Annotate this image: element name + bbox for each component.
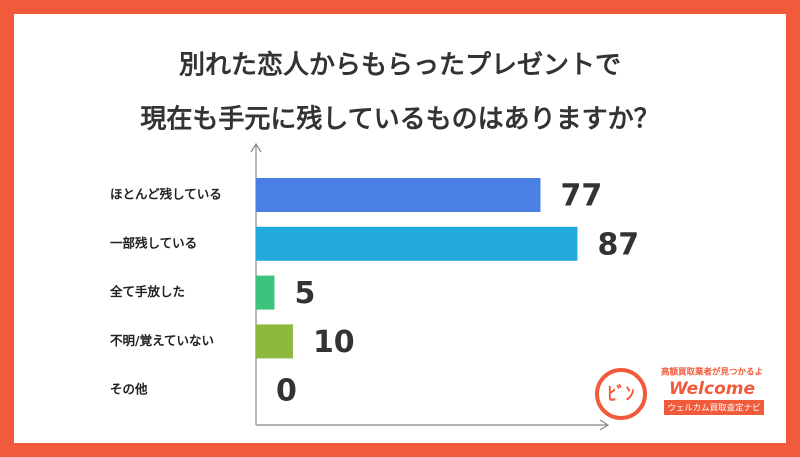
value-label: 5: [294, 276, 315, 311]
bar: [256, 324, 293, 359]
logo-name: Welcome: [669, 379, 755, 399]
category-label: 全て手放した: [109, 284, 185, 299]
x-axis: [256, 419, 610, 431]
bar: [256, 226, 578, 261]
chart-title: 別れた恋人からもらったプレゼントで: [179, 50, 621, 81]
logo-mark: [595, 368, 647, 420]
category-label: 一部残している: [110, 235, 197, 250]
value-label: 87: [597, 227, 639, 262]
category-label: その他: [110, 382, 148, 397]
logo-subtitle: ウェルカム買取査定ナビ: [667, 403, 760, 414]
logo-icon: ﾋﾞﾝ: [608, 383, 635, 405]
value-label: 77: [560, 179, 602, 214]
value-label: 10: [313, 325, 355, 360]
chart-title: 現在も手元に残しているものはありますか？: [140, 105, 659, 135]
category-label: ほとんど残している: [110, 187, 222, 202]
value-label: 0: [276, 374, 297, 409]
bar: [256, 275, 275, 310]
logo-band: [664, 400, 764, 415]
category-label: 不明/覚えていない: [110, 333, 214, 348]
logo-tagline: 高額買取業者が見つかるよ: [661, 367, 763, 378]
logo: ﾋﾞﾝ 高額買取業者が見つかるよ Welcome ウェルカム買取査定ナビ: [595, 367, 764, 420]
bar: [256, 178, 541, 212]
